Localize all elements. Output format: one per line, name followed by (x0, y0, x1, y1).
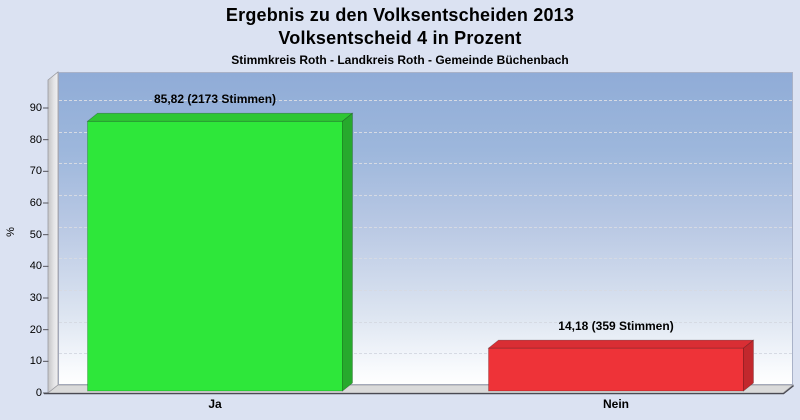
y-tick-label-0: 0 (35, 387, 42, 399)
grid-line-60 (59, 195, 792, 196)
x-axis-label-ja: Ja (208, 397, 222, 411)
grid-line-30 (59, 290, 792, 291)
y-tick-label-10: 10 (29, 355, 42, 368)
y-tick-label-20: 20 (29, 323, 42, 336)
chart-subtitle: Volksentscheid 4 in Prozent (278, 28, 522, 48)
chart-title: Ergebnis zu den Volksentscheiden 2013 (225, 5, 575, 25)
plot-area (58, 72, 793, 385)
grid-line-20 (59, 321, 792, 323)
x-axis-line (44, 385, 794, 395)
chart-context-line: Stimmkreis Roth - Landkreis Roth - Gemei… (231, 53, 569, 67)
grid-line-50 (59, 226, 792, 228)
y-tick-label-70: 70 (29, 165, 42, 178)
y-tick-label-60: 60 (29, 197, 42, 209)
y-tick-label-50: 50 (29, 228, 42, 241)
y-tick-label-40: 40 (29, 260, 42, 273)
left-wall (47, 71, 59, 394)
x-axis-label-nein: Nein (602, 397, 629, 411)
grid-line-70 (59, 163, 792, 165)
y-axis-title: % (4, 227, 17, 237)
y-tick-label-90: 90 (29, 102, 42, 114)
y-tick-label-30: 30 (29, 292, 42, 304)
grid-line-10 (59, 353, 792, 355)
grid-line-90 (59, 100, 792, 101)
grid-line-80 (59, 131, 792, 133)
floor (46, 384, 795, 394)
grid-line-40 (59, 258, 792, 260)
y-tick-label-80: 80 (29, 133, 42, 146)
